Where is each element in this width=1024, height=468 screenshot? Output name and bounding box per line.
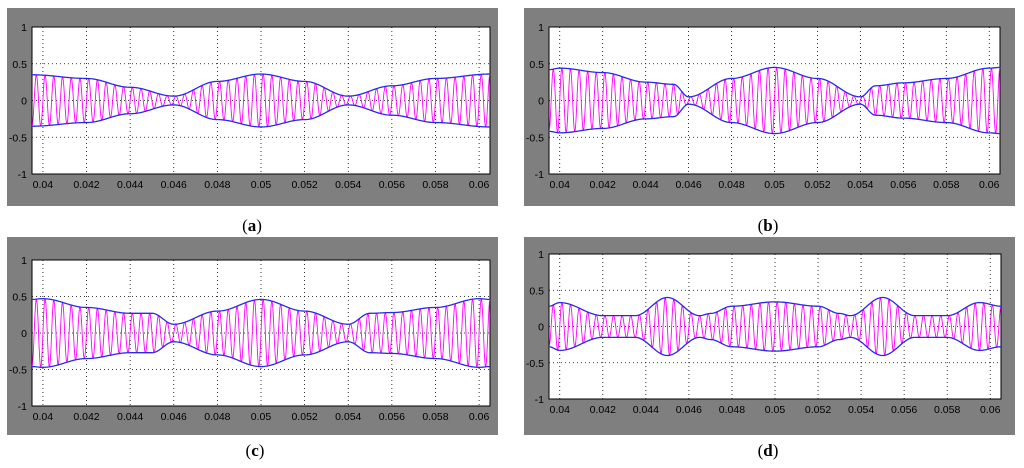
y-tick-label: 0.5 (12, 59, 27, 71)
signal-series (548, 67, 1001, 135)
x-tick-label: 0.06 (980, 404, 1001, 416)
x-tick-label: 0.048 (204, 179, 230, 191)
x-tick-label: 0.048 (718, 179, 744, 191)
y-tick-label: -0.5 (9, 132, 27, 144)
y-tick-label: -1 (18, 401, 27, 413)
x-tick-label: 0.052 (291, 179, 317, 191)
y-tick-label: 0.5 (529, 59, 544, 71)
x-tick-label: 0.044 (117, 179, 143, 191)
y-tick-label: 1 (21, 255, 27, 267)
y-tick-label: 0 (21, 96, 27, 108)
x-tick-label: 0.044 (633, 179, 659, 191)
x-tick-label: 0.05 (765, 404, 786, 416)
signal-series (31, 73, 491, 128)
y-tick-label: 0.5 (529, 285, 544, 297)
envelope-lower-series (548, 103, 1001, 135)
x-tick-label: 0.058 (422, 411, 448, 423)
panel-d-caption: (d) (757, 441, 779, 460)
x-tick-label: 0.054 (335, 411, 361, 423)
y-tick-label: 1 (21, 22, 27, 34)
x-tick-label: 0.06 (469, 411, 490, 423)
signal-series (548, 296, 1002, 357)
x-tick-label: 0.052 (804, 179, 830, 191)
x-tick-label: 0.04 (550, 404, 571, 416)
x-tick-label: 0.056 (379, 179, 405, 191)
x-tick-label: 0.044 (633, 404, 659, 416)
y-tick-label: -0.5 (9, 365, 27, 377)
x-tick-label: 0.042 (73, 411, 99, 423)
x-tick-label: 0.044 (117, 411, 143, 423)
x-tick-label: 0.054 (848, 404, 874, 416)
x-tick-label: 0.052 (805, 404, 831, 416)
y-tick-label: -1 (535, 169, 544, 181)
x-tick-label: 0.042 (590, 404, 616, 416)
x-tick-label: 0.058 (422, 179, 448, 191)
x-tick-label: 0.06 (469, 179, 490, 191)
panel-b-caption: (b) (757, 216, 779, 235)
panel-a-caption: (a) (242, 216, 262, 235)
y-tick-label: 1 (538, 22, 544, 34)
x-tick-label: 0.054 (847, 179, 873, 191)
x-tick-label: 0.048 (204, 411, 230, 423)
signal-series (31, 298, 491, 368)
x-tick-label: 0.05 (251, 179, 272, 191)
y-tick-label: 0 (538, 96, 544, 108)
x-tick-label: 0.05 (251, 411, 272, 423)
y-tick-label: 1 (538, 249, 544, 261)
x-tick-label: 0.06 (979, 179, 1000, 191)
x-tick-label: 0.04 (550, 179, 571, 191)
x-tick-label: 0.048 (719, 404, 745, 416)
x-tick-label: 0.054 (335, 179, 361, 191)
y-tick-label: -0.5 (526, 358, 544, 370)
x-tick-label: 0.046 (676, 404, 702, 416)
y-tick-label: 0 (21, 328, 27, 340)
x-tick-label: 0.046 (161, 179, 187, 191)
envelope-upper-series (548, 66, 1001, 98)
x-tick-label: 0.05 (764, 179, 785, 191)
envelope-upper-series (548, 296, 1002, 317)
envelope-upper-series (31, 298, 491, 325)
x-tick-label: 0.04 (33, 179, 54, 191)
x-tick-label: 0.052 (291, 411, 317, 423)
y-tick-label: 0 (538, 322, 544, 334)
x-tick-label: 0.046 (675, 179, 701, 191)
x-tick-label: 0.046 (161, 411, 187, 423)
y-tick-label: 0.5 (12, 292, 27, 304)
envelope-lower-series (31, 341, 491, 368)
y-tick-label: -0.5 (526, 132, 544, 144)
x-tick-label: 0.04 (33, 411, 54, 423)
x-tick-label: 0.042 (73, 179, 99, 191)
x-tick-label: 0.056 (891, 404, 917, 416)
x-tick-label: 0.058 (934, 404, 960, 416)
x-tick-label: 0.058 (933, 179, 959, 191)
x-tick-label: 0.042 (590, 179, 616, 191)
panel-c-caption: (c) (245, 441, 265, 460)
x-tick-label: 0.056 (890, 179, 916, 191)
envelope-lower-series (548, 336, 1002, 357)
envelope-upper-series (32, 73, 490, 97)
x-tick-label: 0.056 (379, 411, 405, 423)
y-tick-label: -1 (535, 394, 544, 406)
envelope-lower-series (31, 104, 490, 128)
y-tick-label: -1 (18, 169, 27, 181)
